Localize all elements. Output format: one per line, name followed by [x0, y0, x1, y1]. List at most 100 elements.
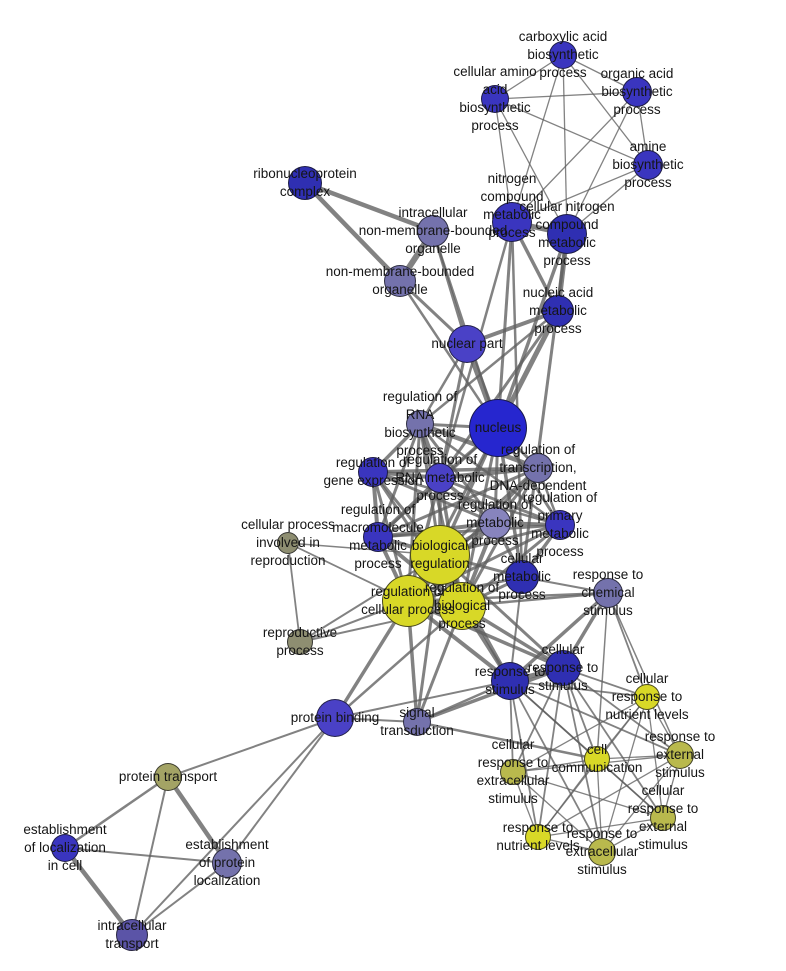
node-cellComm[interactable]	[584, 746, 610, 772]
edge-regGeneExp-regMetab[interactable]	[372, 470, 496, 525]
edge-nitrogenComp-cellMetab[interactable]	[510, 221, 524, 578]
node-regMetab[interactable]	[479, 507, 511, 539]
edge-signalTrans-cellComm[interactable]	[416, 720, 598, 761]
node-organicAcid[interactable]	[622, 77, 652, 107]
edge-respChem-respExternal[interactable]	[607, 592, 681, 756]
edge-respNutrient-cellRespExternal[interactable]	[537, 817, 664, 838]
node-regTransDNA[interactable]	[523, 453, 553, 483]
edge-cellAmino-amine[interactable]	[494, 98, 649, 166]
node-bioReg[interactable]	[410, 525, 470, 585]
node-carboxylic[interactable]	[549, 41, 577, 69]
edge-cellRespNutrient-cellRespExtracell[interactable]	[512, 696, 648, 773]
edge-cellAmino-nitrogenComp[interactable]	[494, 98, 513, 223]
edge-organicAcid-cellAmino[interactable]	[494, 91, 638, 100]
node-regGeneExp[interactable]	[358, 457, 388, 487]
edge-cellRespStim-respExtracell[interactable]	[562, 667, 603, 853]
edge-cellAmino-cellNitrogen[interactable]	[494, 98, 568, 235]
edge-respStim-respNutrient[interactable]	[509, 680, 539, 838]
edge-regRNAmetab-regPrimary[interactable]	[439, 476, 561, 527]
edge-respStim-respExtracell[interactable]	[509, 680, 603, 853]
node-cellMetab[interactable]	[505, 560, 539, 594]
edge-cellComm-cellRespExtracell[interactable]	[512, 758, 598, 773]
node-regBioProc[interactable]	[438, 582, 486, 630]
edge-respChem-respStim[interactable]	[508, 591, 610, 683]
edge-cellRespExtracell-respExtracell[interactable]	[512, 771, 603, 853]
edge-ribo-nmbo[interactable]	[303, 181, 402, 283]
edge-nucleicAcid-regRNAmetab[interactable]	[438, 310, 560, 479]
node-regMacro[interactable]	[363, 522, 393, 552]
edge-cellRespNutrient-respExtracell[interactable]	[601, 696, 648, 853]
node-amine[interactable]	[633, 150, 663, 180]
edge-organicAcid-nitrogenComp[interactable]	[511, 91, 638, 223]
edge-proteinBinding-intracellTransport[interactable]	[131, 717, 336, 936]
edge-estProtLocal-intracellTransport[interactable]	[131, 862, 228, 936]
edge-ribo-intraNMBO[interactable]	[304, 180, 434, 234]
node-regCellProc[interactable]	[382, 575, 434, 627]
node-respExternal[interactable]	[666, 741, 694, 769]
node-ribo[interactable]	[288, 166, 322, 200]
edge-cellRespStim-cellRespExtracell[interactable]	[512, 667, 564, 773]
edge-cellComm-cellRespExternal[interactable]	[596, 758, 664, 819]
node-intraNMBO[interactable]	[417, 215, 449, 247]
node-cellRespNutrient[interactable]	[634, 684, 660, 710]
edge-regBioProc-reproductive[interactable]	[299, 605, 463, 643]
node-cellRespStim[interactable]	[545, 650, 581, 686]
node-respStim[interactable]	[491, 662, 529, 700]
edge-respStim-cellRespNutrient[interactable]	[509, 680, 648, 698]
node-nucleicAcid[interactable]	[542, 295, 574, 327]
edge-carboxylic-nitrogenComp[interactable]	[511, 54, 564, 223]
node-regRNAmetab[interactable]	[425, 463, 455, 493]
node-proteinBinding[interactable]	[316, 699, 354, 737]
node-cellRespExternal[interactable]	[650, 805, 676, 831]
edge-regTransDNA-regGeneExp[interactable]	[372, 466, 539, 474]
edge-proteinTransport-estLocalCell[interactable]	[64, 775, 169, 850]
node-cellNitrogen[interactable]	[547, 214, 587, 254]
node-nuclearPart[interactable]	[448, 325, 486, 363]
node-cellProcRepro[interactable]	[277, 532, 299, 554]
edge-cellComm-respExtracell[interactable]	[596, 758, 603, 853]
edge-regMacro-regPrimary[interactable]	[377, 523, 561, 539]
edge-cellNitrogen-cellMetab[interactable]	[520, 233, 569, 578]
node-respChem[interactable]	[593, 578, 623, 608]
edge-respChem-cellRespNutrient[interactable]	[607, 592, 648, 698]
node-signalTrans[interactable]	[403, 708, 431, 736]
node-estProtLocal[interactable]	[212, 848, 242, 878]
edge-regPrimary-regCellProc[interactable]	[407, 523, 561, 603]
node-regPrimary[interactable]	[545, 510, 575, 540]
edge-estLocalCell-estProtLocal[interactable]	[64, 847, 228, 864]
node-nucleus[interactable]	[469, 399, 527, 457]
edge-respExternal-respNutrient[interactable]	[537, 754, 681, 838]
edge-cellRespStim-signalTrans[interactable]	[416, 666, 564, 724]
node-intracellTransport[interactable]	[116, 919, 148, 951]
edge-respChem-cellComm[interactable]	[596, 592, 609, 760]
node-nitrogenComp[interactable]	[492, 202, 532, 242]
edge-proteinBinding-estProtLocal[interactable]	[226, 717, 336, 864]
node-cellRespExtracell[interactable]	[500, 759, 526, 785]
node-cellAmino[interactable]	[481, 85, 509, 113]
node-respNutrient[interactable]	[525, 824, 551, 850]
edge-cellRespStim-cellRespExternal[interactable]	[562, 667, 664, 819]
edge-cellRespExtracell-cellRespExternal[interactable]	[512, 771, 664, 819]
edge-proteinBinding-proteinTransport[interactable]	[167, 717, 336, 778]
edge-cellProcRepro-reproductive[interactable]	[287, 542, 301, 643]
node-proteinTransport[interactable]	[154, 763, 182, 791]
edge-proteinTransport-estProtLocal[interactable]	[166, 775, 229, 865]
edge-estLocalCell-intracellTransport[interactable]	[63, 846, 134, 937]
edge-organicAcid-cellNitrogen[interactable]	[566, 91, 638, 235]
edge-carboxylic-cellNitrogen[interactable]	[562, 54, 568, 235]
edge-respStim-proteinBinding[interactable]	[334, 680, 511, 719]
edge-regBioProc-proteinBinding[interactable]	[334, 605, 463, 719]
node-reproductive[interactable]	[287, 629, 313, 655]
edge-regRNAbio-regCellProc[interactable]	[406, 423, 422, 602]
edge-amine-nitrogenComp[interactable]	[511, 164, 649, 223]
node-regRNAbio[interactable]	[406, 410, 434, 438]
edge-cellRespStim-respNutrient[interactable]	[537, 667, 564, 838]
edge-regBioProc-respChem[interactable]	[461, 591, 609, 608]
node-nmbo[interactable]	[384, 265, 416, 297]
edge-respStim-respExternal[interactable]	[509, 680, 681, 756]
node-respExtracell[interactable]	[588, 838, 616, 866]
edge-respExternal-respExtracell[interactable]	[601, 754, 681, 853]
edge-cellComm-respNutrient[interactable]	[537, 758, 598, 838]
node-estLocalCell[interactable]	[51, 834, 79, 862]
edge-carboxylic-amine[interactable]	[562, 54, 649, 166]
